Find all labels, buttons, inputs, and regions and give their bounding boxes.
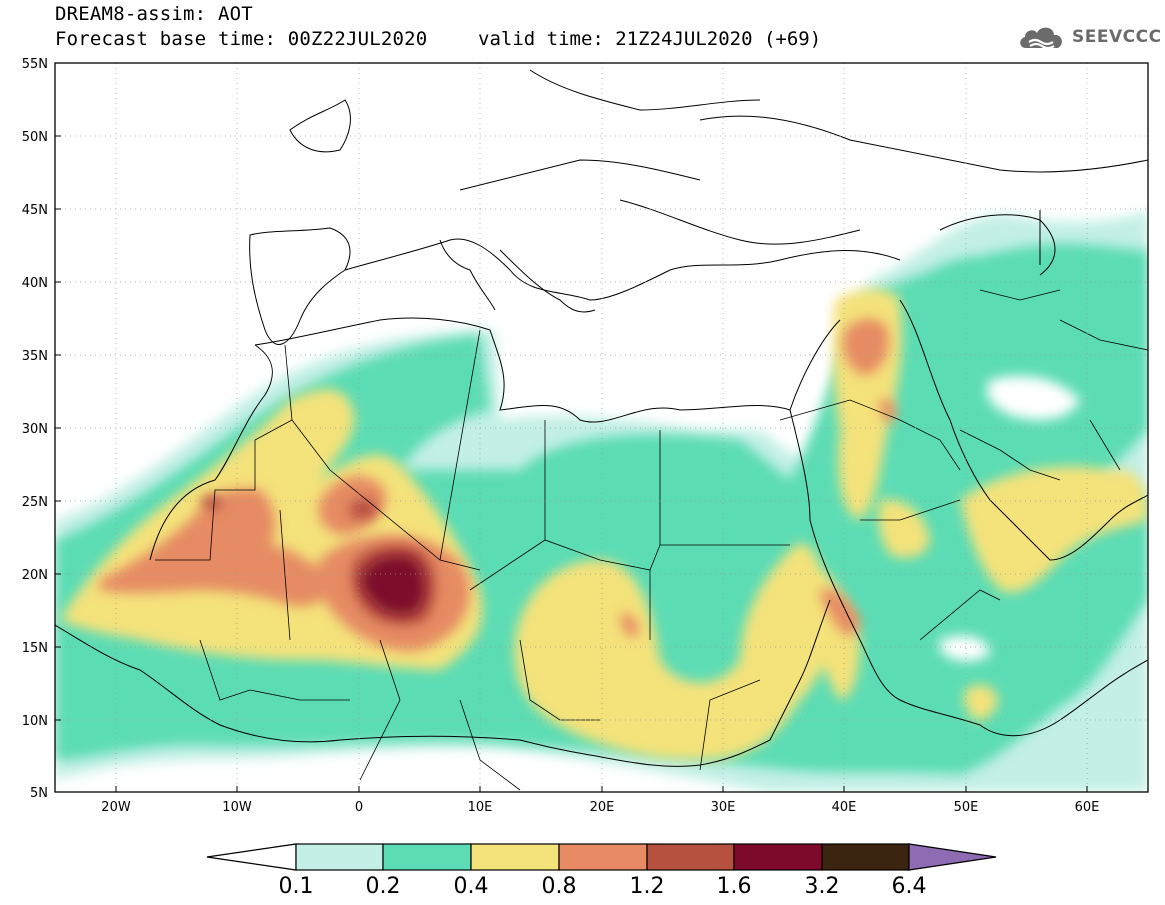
seevccc-logo: SEEVCCC xyxy=(1016,22,1162,52)
colorbar-label: 1.6 xyxy=(717,874,752,899)
colorbar-label: 1.2 xyxy=(630,874,665,899)
colorbar xyxy=(206,843,997,871)
colorbar-bin xyxy=(382,843,472,871)
country-borders xyxy=(155,289,1148,791)
colorbar-label: 0.4 xyxy=(454,874,489,899)
lat-label: 25N xyxy=(22,495,48,510)
logo-text: SEEVCCC xyxy=(1072,27,1162,47)
colorbar-label: 3.2 xyxy=(805,874,840,899)
colorbar-bin xyxy=(295,843,384,871)
lon-label: 60E xyxy=(1075,800,1100,815)
lat-label: 35N xyxy=(22,349,48,364)
colorbar-bin xyxy=(558,843,648,871)
lon-labels: 20W 10W 0 10E 20E 30E 40E 50E 60E xyxy=(101,800,1099,815)
forecast-base-time: Forecast base time: 00Z22JUL2020 xyxy=(55,28,428,50)
lon-label: 10W xyxy=(222,800,252,815)
valid-time: valid time: 21Z24JUL2020 (+69) xyxy=(478,28,822,50)
colorbar-labels: 0.1 0.2 0.4 0.8 1.2 1.6 3.2 6.4 xyxy=(279,874,927,899)
lon-label: 30E xyxy=(711,800,736,815)
lon-label: 50E xyxy=(954,800,979,815)
colorbar-label: 0.1 xyxy=(279,874,314,899)
colorbar-label: 6.4 xyxy=(892,874,927,899)
aot-field xyxy=(55,210,1148,792)
graticule xyxy=(55,63,1148,792)
tick-marks xyxy=(55,62,1088,792)
colorbar-label: 0.2 xyxy=(366,874,401,899)
lat-label: 50N xyxy=(22,130,48,145)
lat-label: 45N xyxy=(22,203,48,218)
lon-label: 20E xyxy=(590,800,615,815)
lat-label: 30N xyxy=(22,422,48,437)
colorbar-low-arrow xyxy=(206,843,297,871)
colorbar-bin xyxy=(646,843,735,871)
lon-label: 20W xyxy=(101,800,131,815)
cloud-icon xyxy=(1020,27,1062,49)
colorbar-label: 0.8 xyxy=(542,874,577,899)
lat-label: 10N xyxy=(22,714,48,729)
colorbar-bin xyxy=(821,843,910,871)
lat-label: 20N xyxy=(22,568,48,583)
lat-label: 5N xyxy=(30,786,48,801)
lat-label: 15N xyxy=(22,641,48,656)
chart-title: DREAM8-assim: AOT xyxy=(55,3,253,25)
lon-label: 40E xyxy=(832,800,857,815)
lat-label: 55N xyxy=(22,57,48,72)
colorbar-bin xyxy=(733,843,823,871)
colorbar-high-arrow xyxy=(908,843,997,871)
lat-label: 40N xyxy=(22,276,48,291)
lon-label: 10E xyxy=(468,800,493,815)
lon-label: 0 xyxy=(355,800,363,815)
coastlines xyxy=(55,69,1148,767)
colorbar-bin xyxy=(470,843,560,871)
lat-labels: 55N 50N 45N 40N 35N 30N 25N 20N 15N 10N … xyxy=(22,57,48,801)
